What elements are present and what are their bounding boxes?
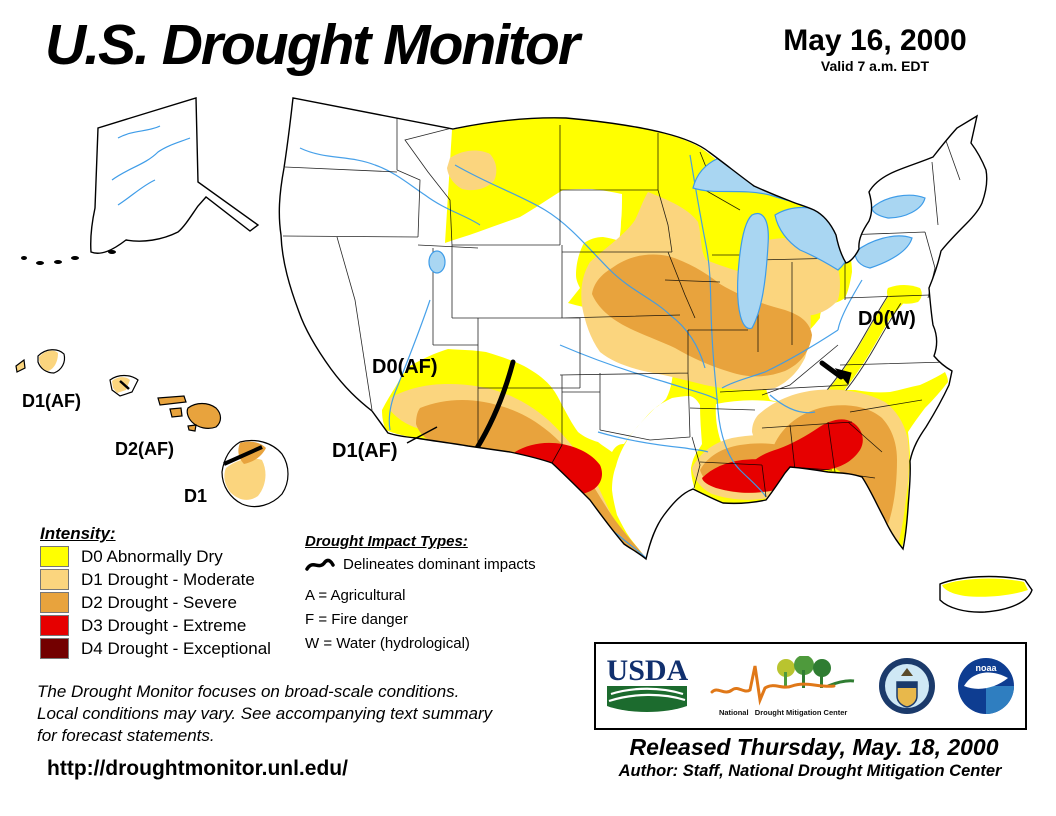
drought-monitor-url: http://droughtmonitor.unl.edu/	[47, 757, 348, 780]
rivers	[299, 147, 863, 559]
ndmc-name: National Drought Mitigation Center	[708, 708, 858, 717]
usda-logo: USDA	[605, 654, 689, 714]
disclaimer-line-1: The Drought Monitor focuses on broad-sca…	[37, 682, 460, 701]
page-title: U.S. Drought Monitor	[45, 13, 580, 77]
impacts-delineates-row: Delineates dominant impacts	[305, 556, 536, 573]
lake-michigan	[737, 213, 769, 329]
d2-area-southwest-texas	[416, 400, 646, 558]
noaa-wordmark: noaa	[975, 663, 997, 673]
impact-item-agricultural: A = Agricultural	[305, 587, 406, 604]
impact-item-fire: F = Fire danger	[305, 611, 408, 628]
island-kauai-d1	[39, 350, 58, 371]
legend-item-d3: D3 Drought - Extreme	[40, 615, 246, 636]
map-date: May 16, 2000	[783, 24, 967, 57]
d2-swatch	[40, 592, 69, 613]
d4-swatch	[40, 638, 69, 659]
impacts-delineates-label: Delineates dominant impacts	[343, 556, 536, 573]
ndmc-logo: National Drought Mitigation Center	[708, 655, 858, 717]
label-hawaii-d2af: D2(AF)	[115, 439, 174, 459]
label-conus-d0af: D0(AF)	[372, 356, 438, 378]
ndmc-trees-icon	[710, 655, 855, 706]
ndmc-name-left: National	[718, 707, 749, 717]
legend-label: D0 Abnormally Dry	[81, 546, 223, 566]
d2-area-midwest	[592, 254, 812, 377]
state-borders	[282, 110, 961, 498]
puerto-rico-inset	[939, 575, 1033, 613]
released-date: Released Thursday, May. 18, 2000	[629, 734, 999, 760]
lake-erie	[854, 235, 913, 269]
legend-item-d4: D4 Drought - Exceptional	[40, 638, 271, 659]
label-hawaii-d1: D1	[184, 486, 208, 506]
island-kahoolawe	[187, 424, 197, 432]
conus-outline	[278, 97, 988, 561]
agency-logo-box: USDA Nation	[594, 642, 1027, 730]
noaa-logo-icon: noaa	[957, 658, 1014, 714]
impact-item-water: W = Water (hydrological)	[305, 635, 470, 652]
disclaimer-line-3: for forecast statements.	[37, 726, 215, 745]
label-conus-d1af: D1(AF)	[332, 440, 398, 462]
map-valid-time: Valid 7 a.m. EDT	[820, 58, 930, 74]
alaska-inset	[21, 97, 260, 265]
island-niihau	[15, 358, 26, 373]
label-conus-d0w: D0(W)	[858, 308, 916, 330]
d1-swatch	[40, 569, 69, 590]
legend-item-d2: D2 Drought - Severe	[40, 592, 237, 613]
d3-swatch	[40, 615, 69, 636]
hawaii-inset	[15, 349, 289, 508]
legend-heading: Intensity:	[40, 524, 116, 543]
ndmc-name-right: Drought Mitigation Center	[754, 707, 848, 717]
hawaii-impact-line	[223, 445, 263, 466]
island-lanai	[169, 407, 183, 418]
legend-item-d1: D1 Drought - Moderate	[40, 569, 255, 590]
legend-item-d0: D0 Abnormally Dry	[40, 546, 223, 567]
impacts-heading: Drought Impact Types:	[305, 533, 468, 550]
disclaimer-line-2: Local conditions may vary. See accompany…	[37, 704, 493, 723]
lake-ontario	[871, 194, 926, 219]
usda-field-icon	[607, 686, 688, 712]
island-molokai	[157, 395, 187, 406]
d0-swatch	[40, 546, 69, 567]
great-salt-lake	[428, 250, 446, 274]
legend-label: D4 Drought - Exceptional	[81, 638, 271, 658]
map-author: Author: Staff, National Drought Mitigati…	[618, 762, 1002, 780]
impact-delineation-marks	[474, 359, 852, 451]
conus-drought-areas	[282, 110, 961, 559]
legend-label: D2 Drought - Severe	[81, 592, 237, 612]
oahu-impact-arrow	[119, 380, 130, 390]
disclaimer-text: The Drought Monitor focuses on broad-sca…	[37, 681, 492, 747]
d1af-pointer-line	[406, 426, 438, 444]
usda-wordmark: USDA	[606, 654, 689, 687]
commerce-seal-icon	[878, 658, 935, 714]
island-hawaii-d1	[224, 458, 266, 500]
label-hawaii-d1af: D1(AF)	[22, 391, 81, 411]
island-oahu-d1	[112, 377, 130, 393]
squiggle-line-icon	[305, 558, 335, 571]
d0-area-maryland	[886, 285, 922, 304]
island-maui	[186, 402, 222, 429]
legend-label: D1 Drought - Moderate	[81, 569, 255, 589]
puerto-rico-d0	[942, 578, 1028, 597]
legend-label: D3 Drought - Extreme	[81, 615, 247, 635]
